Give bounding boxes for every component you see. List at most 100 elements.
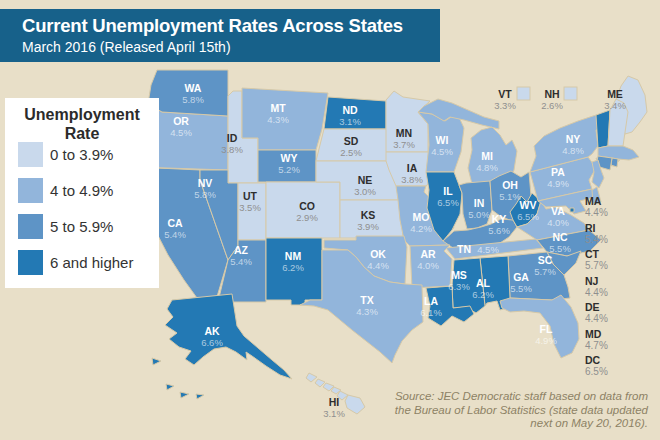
state-label-NC: NC (552, 231, 568, 243)
east-label-NJ: NJ (585, 275, 598, 287)
state-label-AK: AK (204, 325, 220, 337)
state-value-KY: 5.6% (488, 225, 510, 236)
east-label-MD: MD (585, 328, 601, 340)
east-label-DE: DE (585, 301, 600, 313)
state-label-LA: LA (424, 295, 438, 307)
state-label-MO: MO (413, 211, 430, 223)
state-label-WA: WA (185, 82, 202, 94)
legend-item: 5 to 5.9% (18, 214, 158, 239)
state-value-MS: 6.3% (448, 281, 470, 292)
legend-swatch (18, 142, 43, 167)
state-label-TN: TN (457, 243, 471, 255)
east-value-DE: 4.4% (585, 313, 608, 324)
state-value-LA: 6.1% (420, 307, 442, 318)
state-label-OK: OK (370, 248, 386, 260)
state-value-OR: 4.5% (170, 127, 192, 138)
state-value-ME: 3.4% (604, 100, 626, 111)
state-value-NV: 5.8% (194, 189, 216, 200)
state-value-TX: 4.3% (356, 306, 378, 317)
state-label-OH: OH (502, 179, 518, 191)
east-value-NJ: 4.4% (585, 287, 608, 298)
state-label-AZ: AZ (234, 244, 249, 256)
state-label-MI: MI (481, 150, 493, 162)
state-label-UT: UT (243, 190, 258, 202)
state-label-NM: NM (285, 250, 302, 262)
state-label-ND: ND (342, 104, 358, 116)
legend-item: 4 to 4.9% (18, 178, 158, 203)
state-label-NV: NV (198, 177, 213, 189)
state-value-WV: 6.5% (517, 211, 539, 222)
state-label-KS: KS (361, 209, 376, 221)
callout-value-NH: 2.6% (541, 100, 563, 111)
state-label-IN: IN (474, 197, 485, 209)
east-value-CT: 5.7% (585, 260, 608, 271)
legend-label: 5 to 5.9% (50, 218, 113, 235)
state-label-MT: MT (270, 102, 286, 114)
state-value-NE: 3.0% (354, 186, 376, 197)
state-label-IL: IL (443, 185, 453, 197)
east-label-CT: CT (585, 248, 599, 260)
east-value-DC: 6.5% (585, 366, 608, 377)
east-label-RI: RI (585, 222, 596, 234)
state-value-AR: 4.0% (417, 260, 439, 271)
legend-title: UnemploymentRate (5, 98, 159, 143)
legend-item: 6 and higher (18, 250, 158, 275)
state-value-ID: 3.8% (221, 144, 243, 155)
state-value-WY: 5.2% (278, 164, 300, 175)
state-value-WI: 4.5% (431, 146, 453, 157)
state-value-OK: 4.4% (367, 260, 389, 271)
state-label-CA: CA (167, 217, 183, 229)
state-label-VA: VA (551, 205, 565, 217)
state-value-MT: 4.3% (267, 114, 289, 125)
state-value-IN: 5.0% (468, 209, 490, 220)
infographic: { "background_color": "#e8dfc8", "header… (0, 0, 660, 440)
source-note: Source: JEC Democratic staff based on da… (348, 390, 648, 431)
state-value-MN: 3.7% (393, 139, 415, 150)
state-value-PA: 4.9% (547, 178, 569, 189)
state-label-MN: MN (396, 127, 412, 139)
state-value-UT: 3.5% (239, 202, 261, 213)
legend-label: 0 to 3.9% (50, 146, 113, 163)
state-value-KS: 3.9% (357, 221, 379, 232)
legend-swatch (18, 214, 43, 239)
page-title: Current Unemployment Rates Across States (0, 9, 440, 37)
state-value-IA: 3.8% (401, 174, 423, 185)
state-value-AK: 6.6% (201, 337, 223, 348)
east-label-MA: MA (585, 195, 601, 207)
state-label-GA: GA (513, 271, 529, 283)
state-value-VA: 4.0% (547, 217, 569, 228)
state-value-SC: 5.7% (534, 266, 556, 277)
legend-swatch (18, 178, 43, 203)
state-value-CO: 2.9% (296, 212, 318, 223)
state-value-GA: 5.5% (510, 283, 532, 294)
state-value-AZ: 5.4% (230, 256, 252, 267)
state-label-WY: WY (281, 152, 298, 164)
callout-swatch-VT (517, 87, 530, 100)
state-value-SD: 2.5% (340, 147, 362, 158)
state-value-OH: 5.1% (499, 191, 521, 202)
state-value-FL: 4.9% (535, 335, 557, 346)
state-label-ID: ID (227, 132, 238, 144)
state-label-WI: WI (436, 134, 449, 146)
east-value-MD: 4.7% (585, 340, 608, 351)
state-label-IA: IA (407, 162, 418, 174)
state-label-KY: KY (492, 213, 507, 225)
legend-label: 4 to 4.9% (50, 182, 113, 199)
state-value-HI: 3.1% (323, 408, 345, 419)
state-label-TX: TX (360, 294, 373, 306)
state-value-NM: 6.2% (282, 262, 304, 273)
state-value-WA: 5.8% (182, 94, 204, 105)
state-label-PA: PA (551, 166, 565, 178)
state-value-MO: 4.2% (410, 223, 432, 234)
state-label-OR: OR (173, 115, 189, 127)
legend-label: 6 and higher (50, 254, 133, 271)
east-label-DC: DC (585, 354, 600, 366)
state-value-AL: 6.2% (472, 289, 494, 300)
state-label-HI: HI (329, 396, 340, 408)
state-value-CA: 5.4% (164, 229, 186, 240)
page-subtitle: March 2016 (Released April 15th) (0, 37, 440, 55)
east-value-RI: 5.4% (585, 234, 608, 245)
state-DC (570, 208, 574, 212)
legend: UnemploymentRate 0 to 3.9% 4 to 4.9% 5 to … (5, 98, 159, 288)
callout-swatch-NH (564, 87, 577, 100)
